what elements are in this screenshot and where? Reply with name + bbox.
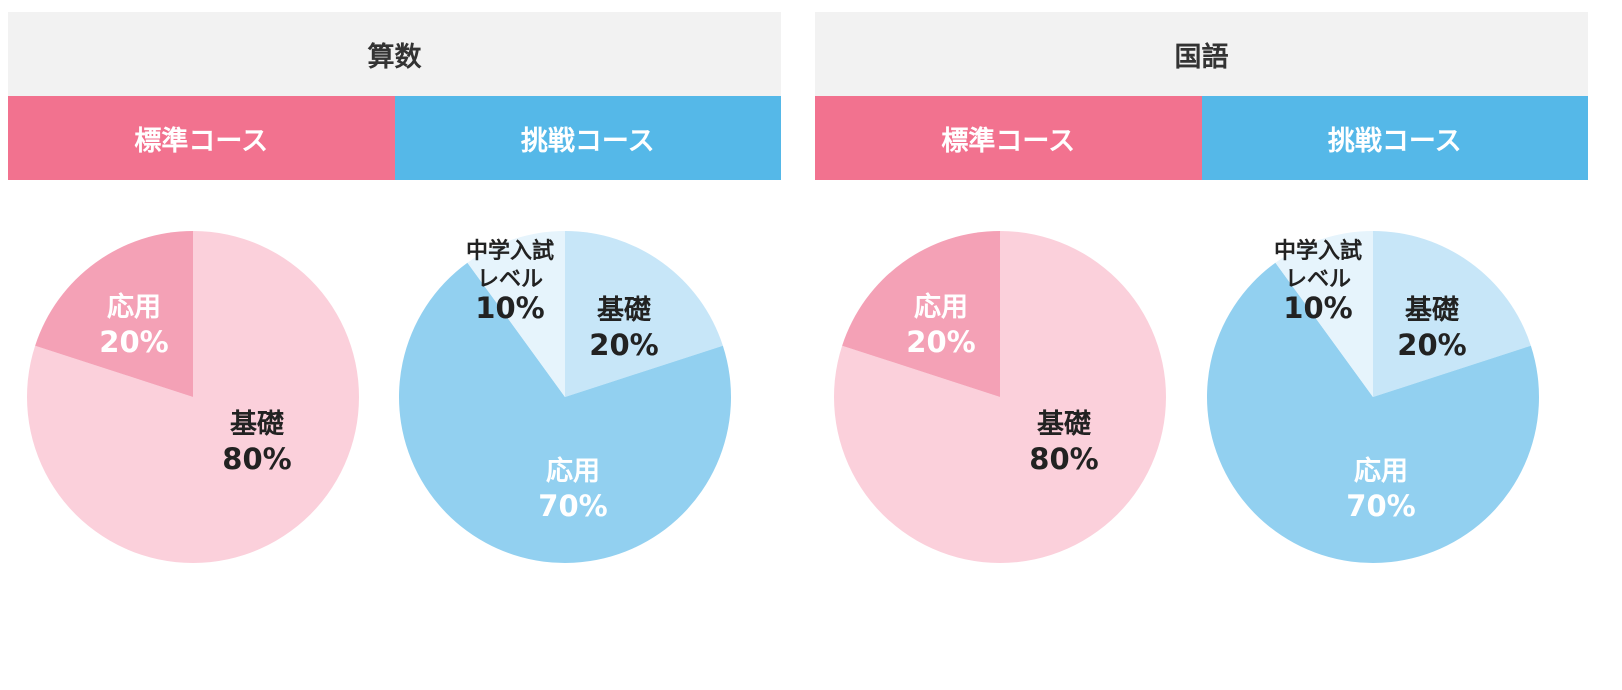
slice-value-label: 20% — [1397, 328, 1466, 362]
slice-label: 応用 — [107, 291, 161, 323]
slice-value-label: 80% — [1029, 442, 1098, 476]
panel-title: 算数 — [8, 12, 781, 96]
panel-title: 国語 — [815, 12, 1588, 96]
pie-slice — [1207, 262, 1539, 563]
slice-label: 中学入試 — [466, 238, 554, 264]
slice-label: 基礎 — [1037, 409, 1091, 440]
slice-label: 応用 — [546, 455, 600, 487]
slice-value-label: 20% — [589, 328, 658, 362]
pie-slice — [565, 231, 723, 397]
pie-slice — [842, 231, 1000, 397]
pie-slice — [467, 231, 565, 397]
slice-value-label: 80% — [222, 442, 291, 476]
course-row: 標準コース 挑戦コース — [815, 96, 1588, 180]
subject-panel-math: 算数 標準コース 挑戦コース — [8, 12, 781, 180]
course-tab-challenge[interactable]: 挑戦コース — [394, 96, 781, 180]
slice-value-label: 70% — [1346, 489, 1415, 523]
course-tab-challenge[interactable]: 挑戦コース — [1201, 96, 1588, 180]
subject-panel-japanese: 国語 標準コース 挑戦コース — [815, 12, 1588, 180]
slice-value-label: 70% — [538, 489, 607, 523]
pie-slice — [399, 262, 731, 563]
pie-slice — [1275, 231, 1373, 397]
slice-value-label: 10% — [1283, 291, 1352, 325]
slice-label: 中学入試 — [1274, 238, 1362, 264]
slice-value-label: 10% — [475, 291, 544, 325]
slice-label: レベル — [1285, 267, 1351, 292]
slice-label: 基礎 — [597, 295, 651, 326]
course-tab-standard[interactable]: 標準コース — [815, 96, 1202, 180]
pie-slice — [35, 231, 193, 397]
slice-label: 応用 — [914, 291, 968, 323]
pie-slice — [1373, 231, 1531, 397]
slice-label: 基礎 — [1405, 295, 1459, 326]
pie-slice — [26, 231, 359, 563]
course-tab-standard[interactable]: 標準コース — [8, 96, 395, 180]
slice-value-label: 20% — [99, 325, 168, 359]
slice-label: 基礎 — [230, 409, 284, 440]
course-row: 標準コース 挑戦コース — [8, 96, 781, 180]
slice-value-label: 20% — [906, 325, 975, 359]
slice-label: 応用 — [1354, 455, 1408, 487]
slice-label: レベル — [477, 267, 543, 292]
